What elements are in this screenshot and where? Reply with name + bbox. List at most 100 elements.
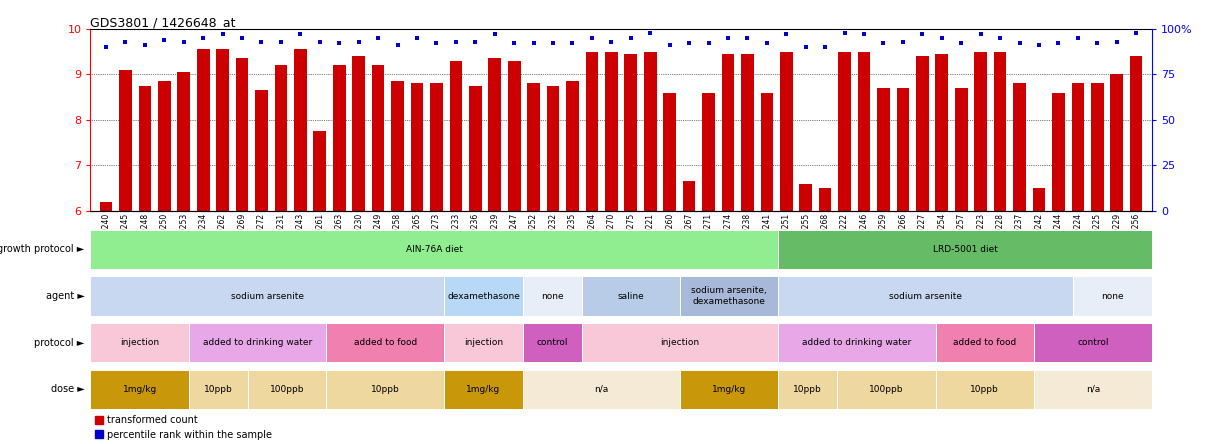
Text: GSM279262: GSM279262 bbox=[218, 213, 227, 259]
Text: none: none bbox=[541, 292, 563, 301]
Bar bbox=[327, 369, 444, 409]
Text: AIN-76A diet: AIN-76A diet bbox=[406, 245, 463, 254]
Text: GSM279236: GSM279236 bbox=[470, 213, 480, 259]
Text: n/a: n/a bbox=[595, 385, 609, 394]
Text: GSM279224: GSM279224 bbox=[1073, 213, 1082, 259]
Bar bbox=[139, 86, 151, 211]
Bar bbox=[1091, 83, 1103, 211]
Bar bbox=[778, 230, 1152, 269]
Text: 100ppb: 100ppb bbox=[870, 385, 903, 394]
Bar bbox=[625, 54, 637, 211]
Text: 100ppb: 100ppb bbox=[270, 385, 304, 394]
Bar bbox=[857, 52, 871, 211]
Bar bbox=[1013, 83, 1026, 211]
Bar bbox=[780, 52, 792, 211]
Text: GSM279248: GSM279248 bbox=[140, 213, 150, 259]
Text: GSM279242: GSM279242 bbox=[1035, 213, 1043, 259]
Bar bbox=[1111, 74, 1123, 211]
Text: 10ppb: 10ppb bbox=[204, 385, 233, 394]
Text: GSM279254: GSM279254 bbox=[937, 213, 947, 259]
Bar bbox=[247, 369, 327, 409]
Text: GSM279243: GSM279243 bbox=[295, 213, 305, 259]
Text: GSM279247: GSM279247 bbox=[510, 213, 519, 259]
Text: GSM279225: GSM279225 bbox=[1093, 213, 1102, 259]
Bar bbox=[605, 52, 617, 211]
Bar bbox=[216, 49, 229, 211]
Bar bbox=[527, 83, 540, 211]
Text: n/a: n/a bbox=[1085, 385, 1100, 394]
Bar bbox=[508, 61, 521, 211]
Text: control: control bbox=[1077, 338, 1108, 347]
Bar bbox=[680, 369, 778, 409]
Bar bbox=[683, 181, 696, 211]
Text: injection: injection bbox=[464, 338, 503, 347]
Bar bbox=[761, 93, 773, 211]
Bar bbox=[702, 93, 715, 211]
Text: GSM279227: GSM279227 bbox=[918, 213, 927, 259]
Bar bbox=[546, 86, 560, 211]
Bar bbox=[411, 83, 423, 211]
Text: injection: injection bbox=[121, 338, 159, 347]
Bar bbox=[581, 323, 778, 362]
Bar bbox=[90, 276, 444, 316]
Bar bbox=[188, 323, 327, 362]
Bar bbox=[1034, 323, 1152, 362]
Text: GSM279270: GSM279270 bbox=[607, 213, 616, 259]
Text: GSM279268: GSM279268 bbox=[820, 213, 830, 259]
Text: GSM279239: GSM279239 bbox=[491, 213, 499, 259]
Bar bbox=[523, 323, 581, 362]
Text: GSM279234: GSM279234 bbox=[199, 213, 207, 259]
Text: GSM279272: GSM279272 bbox=[257, 213, 267, 259]
Text: GSM279233: GSM279233 bbox=[451, 213, 461, 259]
Bar bbox=[1052, 93, 1065, 211]
Bar bbox=[431, 83, 443, 211]
Bar bbox=[936, 323, 1034, 362]
Text: GSM279266: GSM279266 bbox=[898, 213, 907, 259]
Text: 10ppb: 10ppb bbox=[794, 385, 822, 394]
Bar bbox=[256, 90, 268, 211]
Bar bbox=[936, 54, 948, 211]
Bar bbox=[917, 56, 929, 211]
Bar bbox=[896, 88, 909, 211]
Text: sodium arsenite,
dexamethasone: sodium arsenite, dexamethasone bbox=[691, 286, 767, 306]
Text: added to drinking water: added to drinking water bbox=[203, 338, 312, 347]
Text: LRD-5001 diet: LRD-5001 diet bbox=[932, 245, 997, 254]
Text: dexamethasone: dexamethasone bbox=[447, 292, 520, 301]
Bar bbox=[119, 70, 131, 211]
Bar bbox=[800, 184, 812, 211]
Text: GSM279252: GSM279252 bbox=[529, 213, 538, 259]
Bar bbox=[936, 369, 1034, 409]
Bar bbox=[1072, 83, 1084, 211]
Text: 10ppb: 10ppb bbox=[371, 385, 399, 394]
Text: sodium arsenite: sodium arsenite bbox=[889, 292, 962, 301]
Text: GSM279246: GSM279246 bbox=[860, 213, 868, 259]
Bar bbox=[566, 81, 579, 211]
Text: GSM279222: GSM279222 bbox=[841, 213, 849, 259]
Text: control: control bbox=[537, 338, 568, 347]
Bar bbox=[1130, 56, 1142, 211]
Bar bbox=[450, 61, 462, 211]
Bar bbox=[778, 276, 1073, 316]
Text: GSM279275: GSM279275 bbox=[626, 213, 636, 259]
Bar bbox=[877, 88, 890, 211]
Text: GSM279257: GSM279257 bbox=[956, 213, 966, 259]
Text: GSM279231: GSM279231 bbox=[276, 213, 286, 259]
Text: dose ►: dose ► bbox=[51, 384, 84, 394]
Bar bbox=[235, 59, 248, 211]
Text: GSM279256: GSM279256 bbox=[1131, 213, 1141, 259]
Text: GSM279255: GSM279255 bbox=[801, 213, 810, 259]
Text: protocol ►: protocol ► bbox=[34, 337, 84, 348]
Text: saline: saline bbox=[617, 292, 644, 301]
Text: GSM279245: GSM279245 bbox=[121, 213, 130, 259]
Text: none: none bbox=[1101, 292, 1124, 301]
Text: GSM279223: GSM279223 bbox=[976, 213, 985, 259]
Text: GSM279228: GSM279228 bbox=[996, 213, 1005, 259]
Bar bbox=[778, 323, 936, 362]
Bar bbox=[177, 72, 191, 211]
Bar bbox=[1032, 188, 1046, 211]
Bar bbox=[644, 52, 656, 211]
Text: injection: injection bbox=[661, 338, 699, 347]
Text: GSM279232: GSM279232 bbox=[549, 213, 557, 259]
Bar bbox=[90, 230, 778, 269]
Bar bbox=[158, 81, 170, 211]
